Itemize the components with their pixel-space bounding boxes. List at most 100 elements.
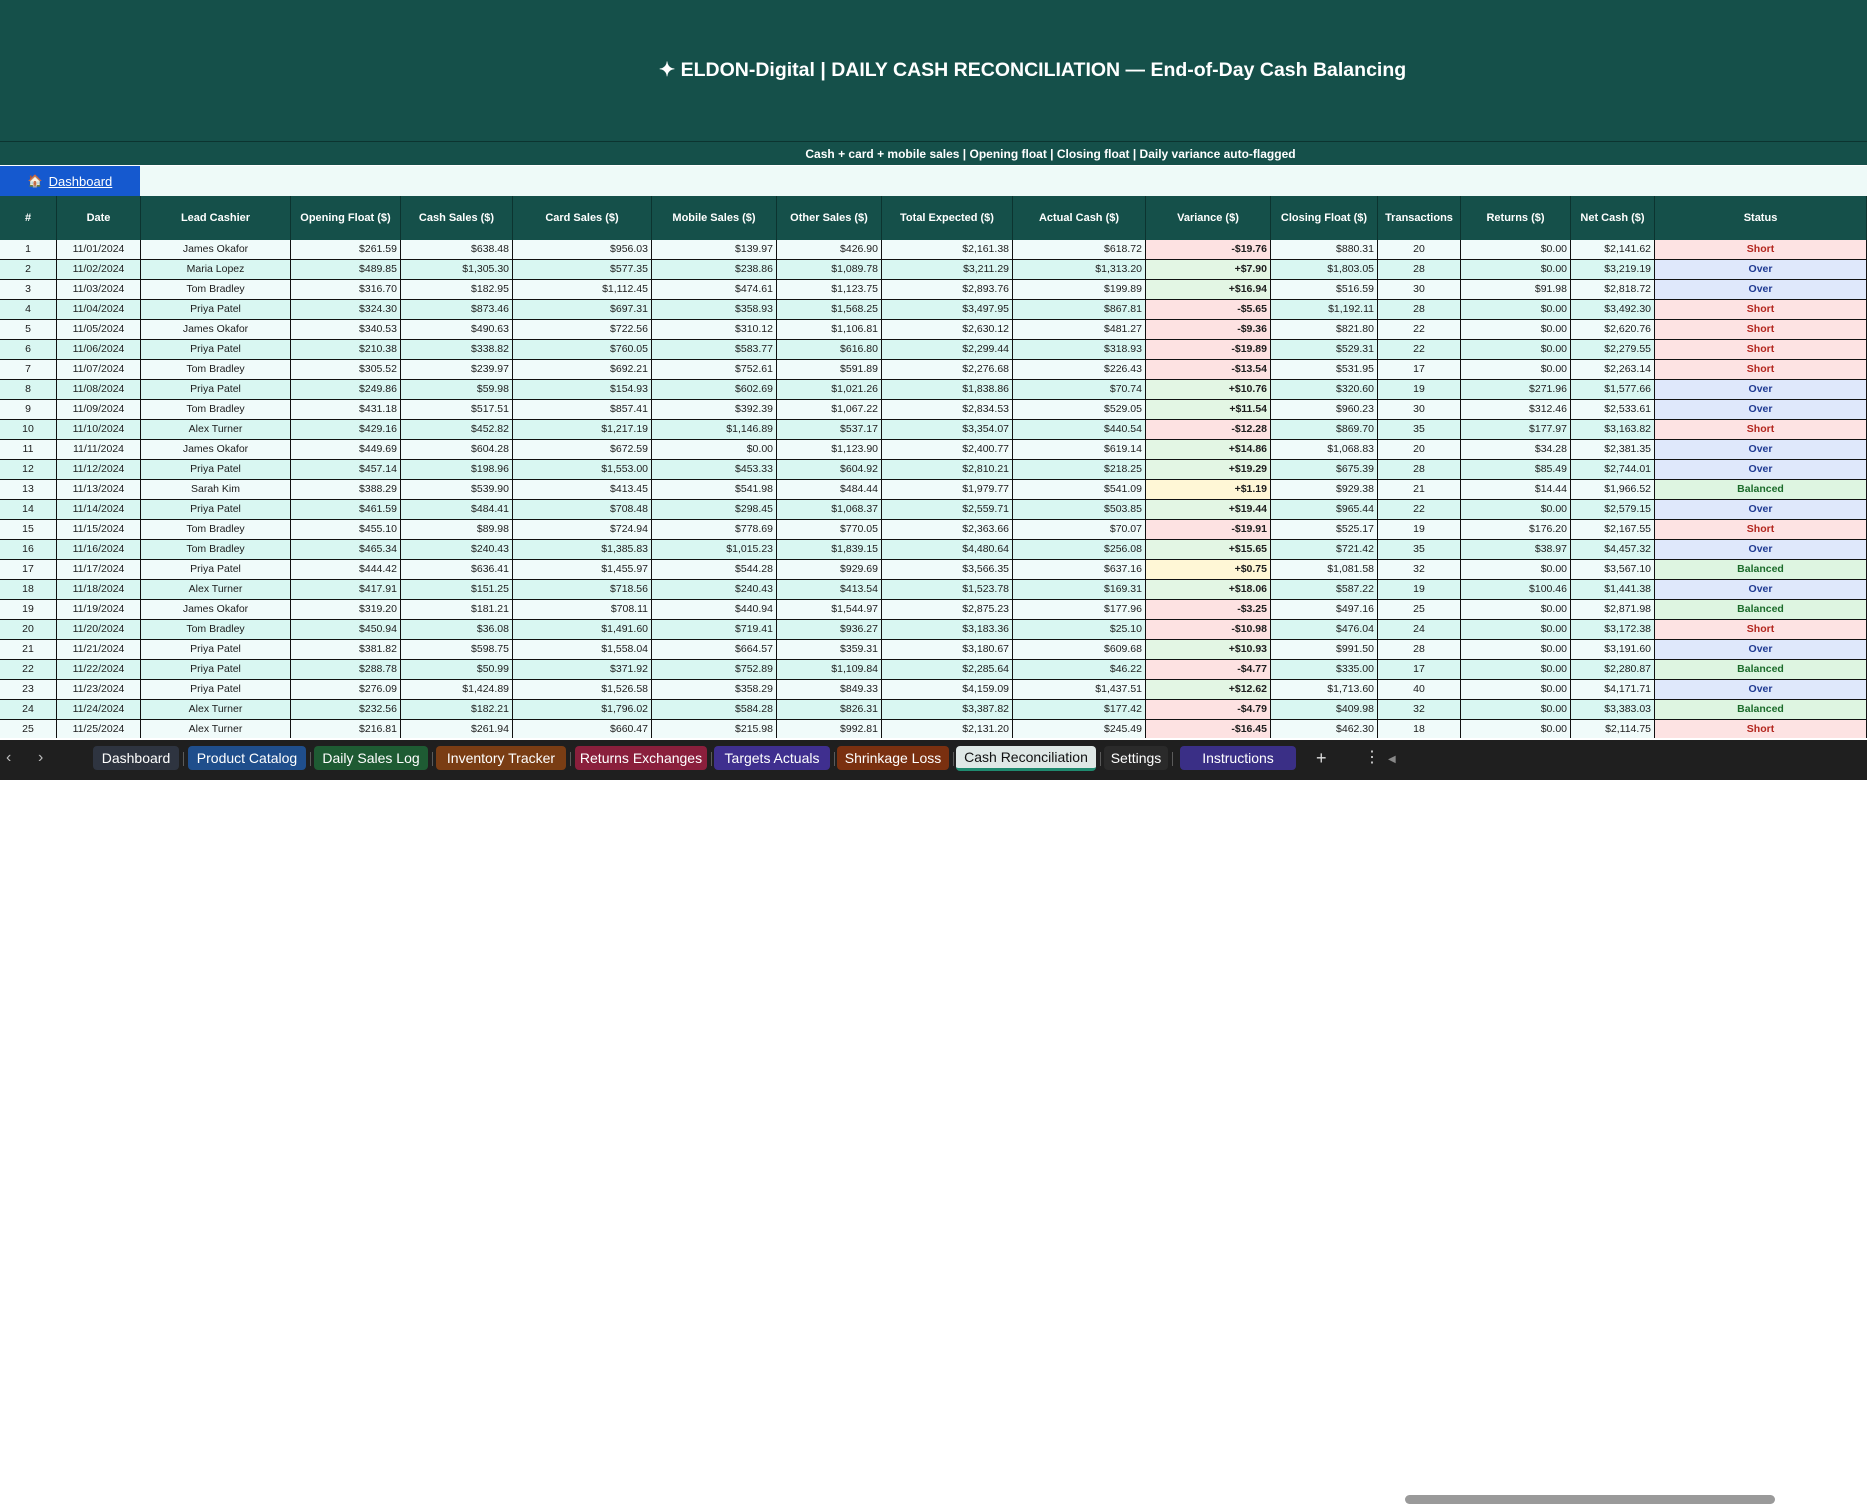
cell-mobile-sales[interactable]: $139.97 — [652, 240, 777, 260]
cell-lead-cashier[interactable]: James Okafor — [141, 320, 291, 340]
cell-date[interactable]: 11/23/2024 — [57, 680, 141, 700]
cell-row-number[interactable]: 10 — [0, 420, 57, 440]
cell-actual-cash[interactable]: $609.68 — [1013, 640, 1146, 660]
cell-mobile-sales[interactable]: $778.69 — [652, 520, 777, 540]
cell-returns[interactable]: $0.00 — [1461, 560, 1571, 580]
cell-status[interactable]: Over — [1655, 280, 1867, 300]
cell-other-sales[interactable]: $1,021.26 — [777, 380, 882, 400]
cell-cash-sales[interactable]: $240.43 — [401, 540, 513, 560]
cell-opening-float[interactable]: $489.85 — [291, 260, 401, 280]
sheet-tab-inventory-tracker[interactable]: Inventory Tracker — [436, 746, 566, 770]
cell-row-number[interactable]: 20 — [0, 620, 57, 640]
cell-lead-cashier[interactable]: Priya Patel — [141, 560, 291, 580]
cell-total-expected[interactable]: $2,834.53 — [882, 400, 1013, 420]
cell-opening-float[interactable]: $417.91 — [291, 580, 401, 600]
cell-cash-sales[interactable]: $517.51 — [401, 400, 513, 420]
cell-net-cash[interactable]: $2,818.72 — [1571, 280, 1655, 300]
cell-date[interactable]: 11/19/2024 — [57, 600, 141, 620]
cell-returns[interactable]: $0.00 — [1461, 700, 1571, 720]
cell-row-number[interactable]: 8 — [0, 380, 57, 400]
cell-row-number[interactable]: 22 — [0, 660, 57, 680]
cell-card-sales[interactable]: $722.56 — [513, 320, 652, 340]
cell-returns[interactable]: $176.20 — [1461, 520, 1571, 540]
cell-transactions[interactable]: 40 — [1378, 680, 1461, 700]
cell-lead-cashier[interactable]: Priya Patel — [141, 640, 291, 660]
cell-transactions[interactable]: 17 — [1378, 360, 1461, 380]
cell-mobile-sales[interactable]: $392.39 — [652, 400, 777, 420]
cell-card-sales[interactable]: $718.56 — [513, 580, 652, 600]
cell-date[interactable]: 11/16/2024 — [57, 540, 141, 560]
cell-other-sales[interactable]: $936.27 — [777, 620, 882, 640]
cell-status[interactable]: Over — [1655, 460, 1867, 480]
cell-closing-float[interactable]: $821.80 — [1271, 320, 1378, 340]
cell-closing-float[interactable]: $960.23 — [1271, 400, 1378, 420]
sheet-tab-daily-sales-log[interactable]: Daily Sales Log — [314, 746, 428, 770]
cell-total-expected[interactable]: $2,161.38 — [882, 240, 1013, 260]
cell-actual-cash[interactable]: $169.31 — [1013, 580, 1146, 600]
cell-total-expected[interactable]: $2,893.76 — [882, 280, 1013, 300]
cell-actual-cash[interactable]: $177.96 — [1013, 600, 1146, 620]
cell-actual-cash[interactable]: $46.22 — [1013, 660, 1146, 680]
cell-returns[interactable]: $0.00 — [1461, 500, 1571, 520]
cell-actual-cash[interactable]: $1,313.20 — [1013, 260, 1146, 280]
cell-cash-sales[interactable]: $338.82 — [401, 340, 513, 360]
cell-cash-sales[interactable]: $598.75 — [401, 640, 513, 660]
cell-opening-float[interactable]: $319.20 — [291, 600, 401, 620]
cell-card-sales[interactable]: $154.93 — [513, 380, 652, 400]
cell-opening-float[interactable]: $340.53 — [291, 320, 401, 340]
cell-date[interactable]: 11/25/2024 — [57, 720, 141, 738]
cell-opening-float[interactable]: $261.59 — [291, 240, 401, 260]
cell-lead-cashier[interactable]: Sarah Kim — [141, 480, 291, 500]
cell-closing-float[interactable]: $1,081.58 — [1271, 560, 1378, 580]
cell-date[interactable]: 11/02/2024 — [57, 260, 141, 280]
cell-date[interactable]: 11/24/2024 — [57, 700, 141, 720]
cell-variance[interactable]: -$9.36 — [1146, 320, 1271, 340]
cell-mobile-sales[interactable]: $719.41 — [652, 620, 777, 640]
cell-closing-float[interactable]: $409.98 — [1271, 700, 1378, 720]
cell-variance[interactable]: +$15.65 — [1146, 540, 1271, 560]
cell-returns[interactable]: $85.49 — [1461, 460, 1571, 480]
cell-mobile-sales[interactable]: $474.61 — [652, 280, 777, 300]
cell-other-sales[interactable]: $1,839.15 — [777, 540, 882, 560]
cell-status[interactable]: Short — [1655, 360, 1867, 380]
cell-mobile-sales[interactable]: $453.33 — [652, 460, 777, 480]
cell-closing-float[interactable]: $1,068.83 — [1271, 440, 1378, 460]
cell-mobile-sales[interactable]: $584.28 — [652, 700, 777, 720]
sheet-tab-shrinkage-loss[interactable]: Shrinkage Loss — [837, 746, 949, 770]
cell-closing-float[interactable]: $991.50 — [1271, 640, 1378, 660]
cell-closing-float[interactable]: $497.16 — [1271, 600, 1378, 620]
cell-net-cash[interactable]: $2,280.87 — [1571, 660, 1655, 680]
cell-total-expected[interactable]: $2,285.64 — [882, 660, 1013, 680]
cell-transactions[interactable]: 19 — [1378, 380, 1461, 400]
cell-lead-cashier[interactable]: Priya Patel — [141, 300, 291, 320]
cell-mobile-sales[interactable]: $1,015.23 — [652, 540, 777, 560]
cell-actual-cash[interactable]: $481.27 — [1013, 320, 1146, 340]
cell-mobile-sales[interactable]: $752.61 — [652, 360, 777, 380]
cell-mobile-sales[interactable]: $541.98 — [652, 480, 777, 500]
cell-transactions[interactable]: 20 — [1378, 240, 1461, 260]
cell-date[interactable]: 11/21/2024 — [57, 640, 141, 660]
sheet-tab-product-catalog[interactable]: Product Catalog — [188, 746, 306, 770]
cell-net-cash[interactable]: $3,163.82 — [1571, 420, 1655, 440]
cell-other-sales[interactable]: $604.92 — [777, 460, 882, 480]
cell-cash-sales[interactable]: $873.46 — [401, 300, 513, 320]
cell-row-number[interactable]: 19 — [0, 600, 57, 620]
cell-row-number[interactable]: 1 — [0, 240, 57, 260]
cell-date[interactable]: 11/06/2024 — [57, 340, 141, 360]
cell-cash-sales[interactable]: $604.28 — [401, 440, 513, 460]
tab-prev-icon[interactable]: ‹ — [6, 749, 12, 766]
cell-transactions[interactable]: 21 — [1378, 480, 1461, 500]
cell-opening-float[interactable]: $276.09 — [291, 680, 401, 700]
cell-total-expected[interactable]: $3,387.82 — [882, 700, 1013, 720]
cell-returns[interactable]: $177.97 — [1461, 420, 1571, 440]
cell-opening-float[interactable]: $305.52 — [291, 360, 401, 380]
cell-status[interactable]: Balanced — [1655, 660, 1867, 680]
cell-lead-cashier[interactable]: Tom Bradley — [141, 400, 291, 420]
cell-mobile-sales[interactable]: $664.57 — [652, 640, 777, 660]
cell-status[interactable]: Balanced — [1655, 560, 1867, 580]
sheet-tab-dashboard[interactable]: Dashboard — [93, 746, 179, 770]
cell-cash-sales[interactable]: $151.25 — [401, 580, 513, 600]
cell-status[interactable]: Over — [1655, 380, 1867, 400]
cell-date[interactable]: 11/14/2024 — [57, 500, 141, 520]
cell-actual-cash[interactable]: $619.14 — [1013, 440, 1146, 460]
